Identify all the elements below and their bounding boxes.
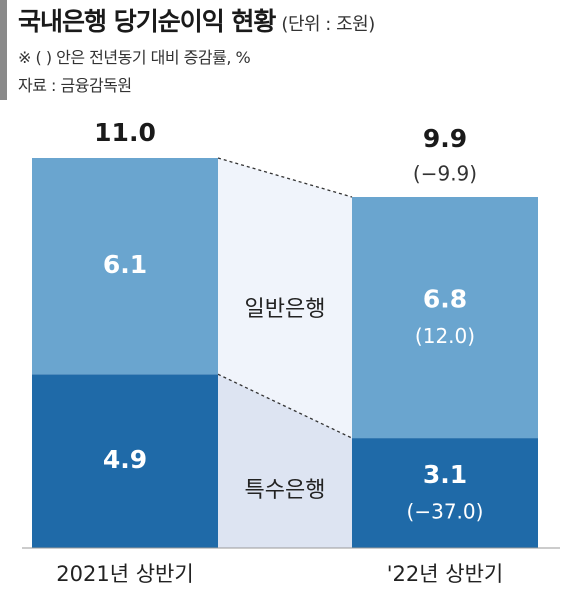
chart-source: 자료 : 금융감독원 — [18, 76, 132, 95]
bar-special-bank-2 — [352, 438, 538, 548]
connector-mid-dashed-line — [217, 373, 353, 439]
series-name-commercial: 일반은행 — [245, 297, 326, 322]
bar-commercial-bank-2 — [352, 197, 538, 439]
value-label-special-1: 4.9 — [103, 445, 147, 474]
chart-unit: (단위 : 조원) — [281, 14, 375, 35]
connector-top-dashed-line — [217, 157, 353, 198]
total-change-label-2: (−9.9) — [413, 162, 477, 186]
connector-upper-region — [218, 158, 352, 439]
chart-note: ※ ( ) 안은 전년동기 대비 증감률, % — [18, 48, 251, 67]
header-accent-bar — [0, 0, 7, 100]
change-label-special-2: (−37.0) — [407, 500, 484, 524]
bar-commercial-bank-1 — [32, 158, 218, 375]
total-label-1: 11.0 — [94, 118, 156, 147]
value-label-special-2: 3.1 — [423, 460, 467, 489]
bar-special-bank-1 — [32, 374, 218, 548]
category-label-2: '22년 상반기 — [387, 562, 503, 586]
chart-title: 국내은행 당기순이익 현황 — [18, 7, 276, 36]
title-line: 국내은행 당기순이익 현황 (단위 : 조원) — [18, 2, 375, 38]
value-label-commercial-1: 6.1 — [103, 250, 147, 279]
value-label-commercial-2: 6.8 — [423, 285, 467, 314]
chart-header: 국내은행 당기순이익 현황 (단위 : 조원) ※ ( ) 안은 전년동기 대비 … — [0, 0, 570, 100]
total-label-2: 9.9 — [423, 124, 467, 153]
change-label-commercial-2: (12.0) — [415, 324, 475, 348]
series-name-special: 특수은행 — [245, 478, 326, 503]
category-label-1: 2021년 상반기 — [56, 562, 193, 586]
connector-lower-region — [218, 374, 352, 548]
